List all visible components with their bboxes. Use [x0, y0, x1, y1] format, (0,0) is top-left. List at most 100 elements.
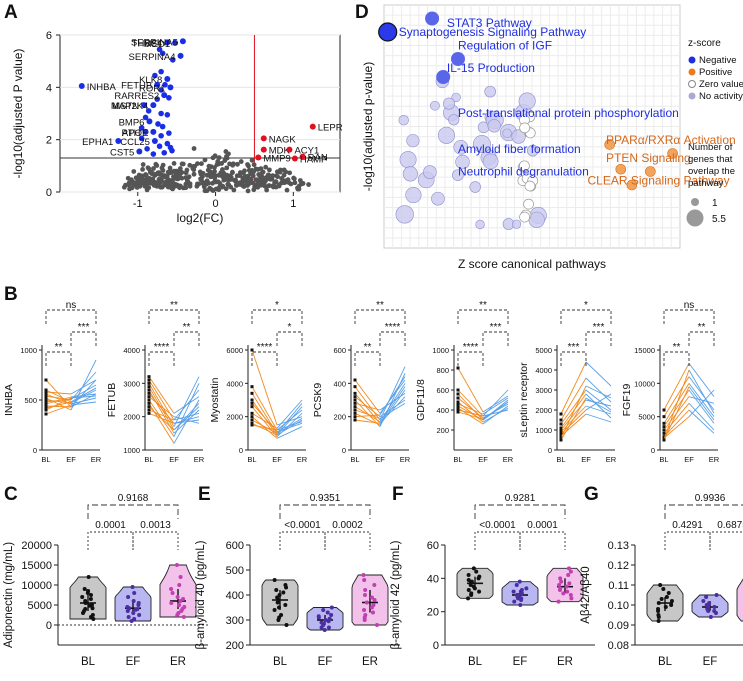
pvalue-bracket [709, 531, 743, 550]
data-point [466, 588, 471, 592]
x-tick-label: BL [453, 455, 462, 464]
ef-er-line [379, 376, 406, 416]
data-point [656, 619, 661, 623]
ef-er-line [379, 399, 406, 418]
ef-er-line [379, 402, 406, 419]
bl-point [250, 415, 254, 419]
x-tick-label: ER [400, 455, 411, 464]
x-tick-label: EF [513, 656, 528, 668]
ef-er-line [173, 416, 200, 424]
size-legend-title-line: Number of [688, 142, 733, 153]
bl-ef-line [251, 412, 278, 429]
bl-point [250, 418, 254, 422]
sig-down-point [156, 46, 163, 53]
y-tick-label: 500 [226, 565, 244, 577]
ns-point [160, 168, 166, 173]
x-tick-label: ER [297, 455, 308, 464]
x-tick-label: EF [272, 455, 282, 464]
ns-point [121, 184, 127, 190]
y-axis-label: INHBA [3, 384, 15, 416]
bl-ef-line [663, 409, 690, 437]
significance-label: *** [568, 342, 580, 353]
labeled-point [172, 39, 179, 46]
x-tick-label: EF [126, 656, 141, 668]
ef-er-line [173, 419, 200, 424]
ns-point [250, 180, 255, 186]
ns-point [207, 169, 213, 175]
y-tick-label: 10000 [634, 379, 655, 388]
y-axis-label: β-amyloid 42 (pg/mL) [390, 540, 402, 649]
ns-point [170, 186, 176, 192]
sig-down-point [166, 130, 172, 136]
bl-ef-line [251, 403, 278, 432]
labeled-point [291, 155, 298, 162]
labeled-point [309, 123, 316, 130]
ns-point [131, 169, 137, 174]
ns-point [154, 163, 160, 168]
ns-point [151, 182, 157, 188]
pathway-bubble-large [378, 22, 398, 42]
gene-label: MDK [269, 146, 291, 157]
bl-point [250, 405, 254, 409]
ns-point [144, 187, 150, 193]
y-tick-label: 1000 [535, 426, 552, 435]
ef-er-line [173, 389, 200, 421]
y-tick-label: 200 [226, 640, 244, 652]
sig-down-point [158, 68, 164, 75]
bl-point [353, 418, 357, 422]
ns-point [146, 166, 152, 172]
bl-point [662, 415, 666, 419]
x-tick-label: BL [144, 455, 153, 464]
data-point [477, 589, 482, 594]
gene-label: HAMP [300, 155, 327, 166]
pathway-bubble [437, 126, 455, 144]
panel-letter-c: C [4, 484, 18, 505]
gene-label: EPHA1 [82, 137, 113, 148]
significance-label: * [584, 300, 588, 311]
pathway-label: Neutrophil degranulation [458, 165, 589, 179]
data-point [558, 586, 563, 591]
pvalue-bracket [664, 504, 743, 519]
bl-ef-line [148, 376, 175, 414]
pathway-label: PPARα/RXRα Activation [606, 133, 736, 147]
x-tick-label: EF [703, 656, 718, 668]
ef-er-line [276, 399, 303, 429]
y-tick-label: 6000 [226, 346, 243, 355]
data-point [658, 583, 663, 587]
bl-point [559, 438, 563, 442]
bl-point [147, 381, 151, 385]
bl-point [456, 408, 460, 412]
legend-title: z-score [688, 38, 721, 49]
significance-label: ** [673, 342, 681, 353]
ef-er-line [70, 389, 97, 404]
ns-point [249, 157, 255, 163]
significance-label: ns [66, 300, 77, 311]
pvalue-label: 0.0001 [95, 520, 126, 531]
pvalue-bracket [324, 531, 371, 550]
significance-bracket [560, 309, 612, 324]
y-tick-label: 1000 [20, 346, 37, 355]
ef-er-line [379, 383, 406, 422]
ns-point [156, 170, 162, 175]
data-point [363, 613, 368, 617]
positive-bubble [615, 163, 627, 175]
data-point [466, 573, 471, 577]
labeled-point [150, 128, 157, 135]
data-point [136, 601, 141, 605]
significance-label: ** [698, 322, 706, 333]
pvalue-bracket [87, 504, 179, 519]
bl-point [147, 405, 151, 409]
gene-label: INHBA [87, 82, 117, 93]
zero-bubble [519, 160, 530, 172]
ns-point [306, 182, 311, 187]
y-tick-label: 300 [226, 615, 244, 627]
y-tick-label: 15000 [634, 346, 655, 355]
pvalue-label: 0.9168 [118, 493, 149, 504]
violin-abeta42: 0 20 40 60 β-amyloid 42 (pg/mL) BL EF ER 0.9281 <… [390, 493, 595, 668]
y-tick-label: 0.11 [608, 580, 629, 592]
ef-er-line [379, 373, 406, 427]
sig-down-point [156, 143, 163, 150]
data-point [126, 615, 131, 619]
ef-er-line [585, 385, 612, 399]
